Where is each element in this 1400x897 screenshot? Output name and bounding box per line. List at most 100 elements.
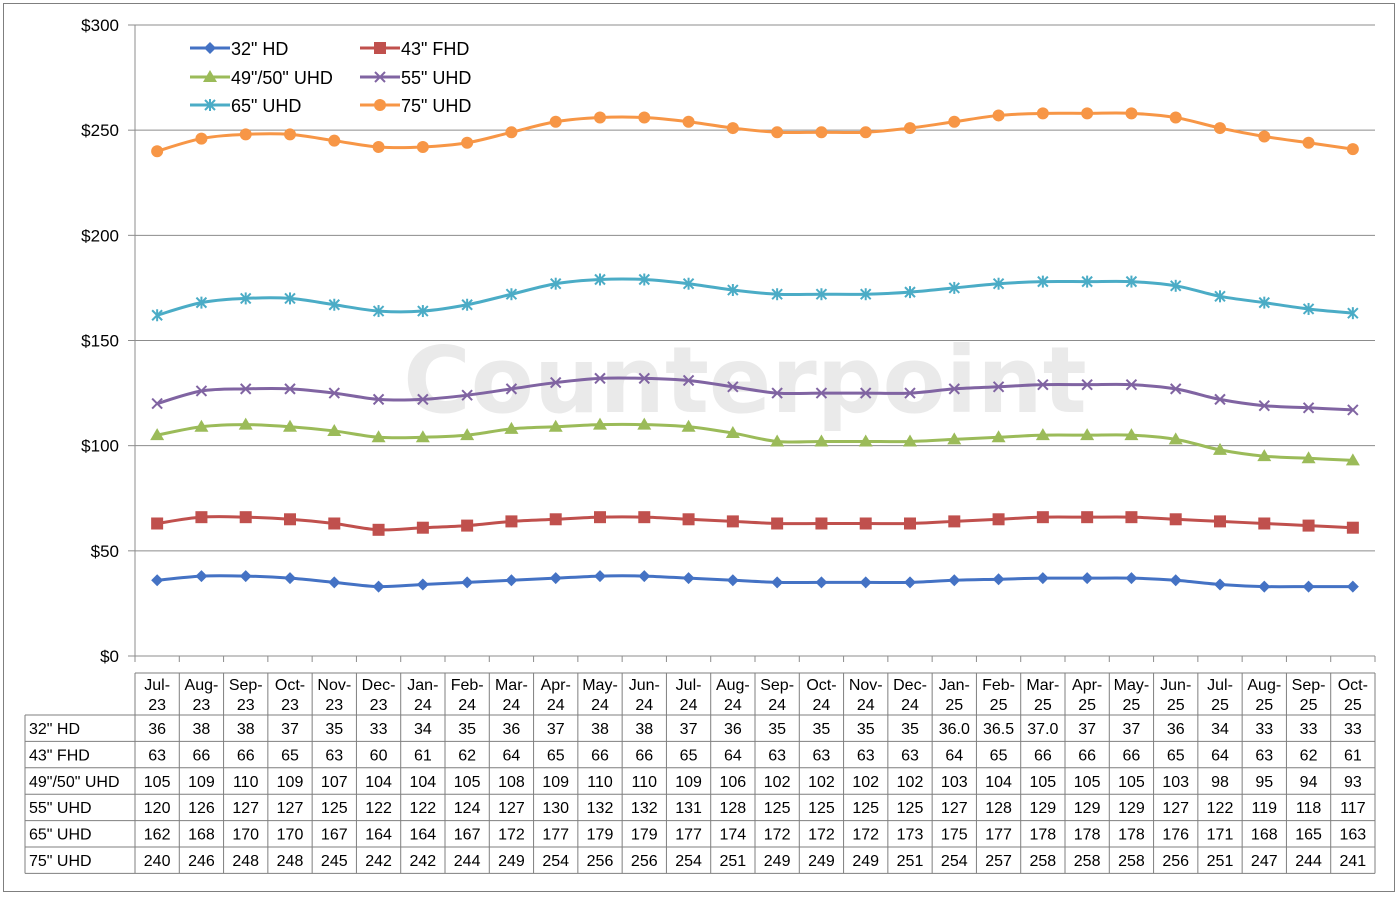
data-point	[682, 374, 695, 387]
data-point	[416, 578, 429, 591]
x-tick-label: 23	[237, 697, 255, 714]
data-label: 120	[144, 800, 171, 817]
data-point	[461, 298, 473, 311]
data-label: 37	[281, 721, 299, 738]
data-label: 132	[631, 800, 658, 817]
series-2	[150, 417, 1360, 466]
data-point	[904, 387, 916, 399]
legend-label: 65" UHD	[231, 96, 301, 116]
data-label: 125	[321, 800, 348, 817]
data-point	[992, 513, 1005, 526]
watermark: Counterpoint	[403, 327, 1087, 434]
data-label: 36	[1167, 721, 1185, 738]
data-point	[1168, 432, 1183, 445]
table-row-label: 32" HD	[29, 721, 80, 738]
data-label: 102	[897, 774, 924, 791]
data-point	[1346, 580, 1359, 593]
data-label: 129	[1074, 800, 1101, 817]
data-label: 258	[1030, 853, 1057, 870]
data-point	[371, 430, 386, 443]
x-tick-label: 24	[724, 697, 742, 714]
data-label: 177	[985, 827, 1012, 844]
data-point	[505, 574, 518, 587]
data-point	[771, 288, 783, 301]
data-point	[239, 511, 252, 524]
data-label: 162	[144, 827, 171, 844]
data-label: 117	[1340, 800, 1366, 817]
x-tick-label: 23	[325, 697, 343, 714]
data-label: 242	[365, 853, 392, 870]
table-row-label: 43" FHD	[29, 747, 90, 764]
data-point	[637, 417, 652, 430]
data-label: 37	[1123, 721, 1141, 738]
data-point	[1258, 580, 1271, 593]
legend-label: 43" FHD	[401, 39, 469, 59]
data-point	[1037, 275, 1049, 288]
data-label: 66	[635, 747, 653, 764]
data-point	[239, 128, 252, 141]
data-point	[948, 115, 961, 128]
data-label: 247	[1251, 853, 1278, 870]
data-label: 174	[720, 827, 747, 844]
data-label: 124	[454, 800, 481, 817]
series-3	[151, 372, 1359, 416]
data-point	[417, 305, 429, 318]
data-point	[284, 572, 296, 585]
x-tick-label: 23	[370, 697, 388, 714]
x-tick-label: 24	[813, 697, 831, 714]
data-point	[1081, 378, 1093, 391]
data-label: 102	[764, 774, 791, 791]
legend-label: 32" HD	[231, 39, 288, 59]
data-point	[991, 430, 1006, 443]
data-point	[150, 428, 165, 441]
data-point	[947, 432, 962, 445]
data-label: 37	[680, 721, 698, 738]
data-label: 245	[321, 853, 348, 870]
data-label: 66	[1123, 747, 1141, 764]
x-tick-label: Sep-	[760, 677, 794, 694]
data-point	[860, 288, 872, 301]
data-label: 33	[1255, 721, 1273, 738]
x-tick-label: 25	[1167, 697, 1185, 714]
data-point	[593, 417, 607, 430]
data-label: 246	[188, 853, 215, 870]
data-point	[195, 511, 208, 524]
data-label: 256	[1162, 853, 1189, 870]
data-label: 37.0	[1027, 721, 1058, 738]
data-point	[904, 286, 916, 299]
data-label: 128	[720, 800, 747, 817]
data-label: 109	[675, 774, 702, 791]
data-point	[1081, 275, 1093, 288]
x-tick-label: 23	[281, 697, 299, 714]
data-point	[549, 513, 562, 526]
data-point	[283, 419, 297, 432]
data-point	[1258, 399, 1270, 412]
data-point	[1170, 279, 1182, 292]
x-tick-label: Mar-	[495, 677, 528, 694]
data-label: 98	[1211, 774, 1229, 791]
data-point	[815, 517, 828, 530]
series-line	[157, 574, 1353, 589]
data-point	[638, 273, 650, 286]
data-label: 241	[1340, 853, 1367, 870]
data-point	[239, 570, 252, 583]
data-label: 125	[897, 800, 924, 817]
x-tick-label: May-	[582, 677, 618, 694]
data-point	[992, 109, 1005, 122]
data-label: 249	[764, 853, 791, 870]
data-point	[1347, 404, 1359, 416]
data-point	[1169, 111, 1182, 124]
data-point	[195, 385, 208, 397]
data-point	[814, 434, 829, 447]
data-point	[1125, 378, 1138, 391]
data-point	[1214, 578, 1226, 591]
data-point	[328, 387, 340, 399]
x-tick-label: Jun-	[629, 677, 660, 694]
x-tick-label: Aug-	[1247, 677, 1281, 694]
data-point	[505, 515, 518, 528]
chart-frame	[3, 3, 1395, 892]
data-point	[504, 421, 519, 434]
data-point	[948, 515, 961, 528]
data-label: 93	[1344, 774, 1362, 791]
data-point	[1125, 572, 1138, 585]
